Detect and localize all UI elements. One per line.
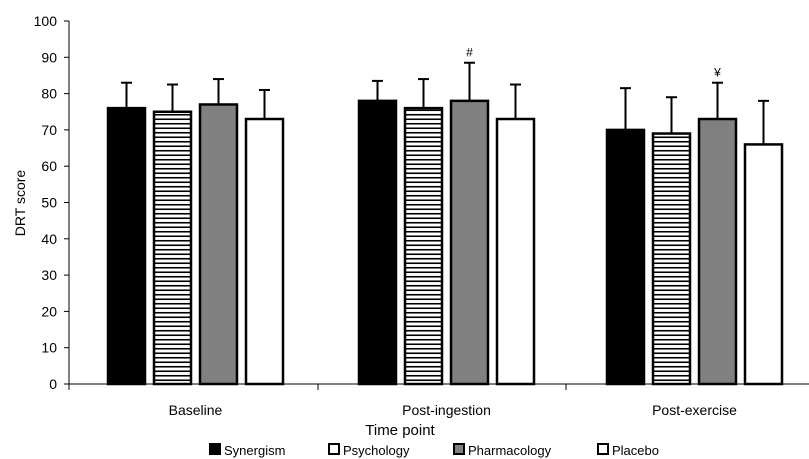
bar-pharmacology-post-exercise bbox=[697, 117, 738, 386]
y-tick-label: 50 bbox=[41, 195, 57, 211]
significance-marker: # bbox=[466, 46, 473, 60]
y-ticks: 0 10 20 30 40 50 60 70 80 90 100 bbox=[34, 13, 567, 392]
bar-psychology-baseline bbox=[152, 110, 193, 386]
significance-marker: ¥ bbox=[713, 66, 721, 80]
y-tick-label: 30 bbox=[41, 267, 57, 283]
bars: #¥ bbox=[106, 46, 784, 386]
y-tick-label: 70 bbox=[41, 122, 57, 138]
category-label: Post-exercise bbox=[652, 402, 737, 418]
y-tick-label: 90 bbox=[41, 49, 57, 65]
legend-label-synergism: Synergism bbox=[224, 443, 285, 458]
y-tick-label: 0 bbox=[49, 376, 57, 392]
y-tick-label: 100 bbox=[34, 13, 58, 29]
category-label: Post-ingestion bbox=[402, 402, 491, 418]
legend-label-placebo: Placebo bbox=[612, 443, 659, 458]
y-tick-label: 20 bbox=[41, 303, 57, 319]
legend-label-psychology: Psychology bbox=[343, 443, 410, 458]
y-tick-label: 60 bbox=[41, 158, 57, 174]
y-tick-label: 10 bbox=[41, 340, 57, 356]
legend-swatch-synergism bbox=[209, 443, 221, 455]
legend-swatch-pharmacology bbox=[453, 443, 465, 455]
bar-synergism-baseline bbox=[106, 106, 147, 386]
bar-synergism-post-ingestion bbox=[357, 99, 398, 386]
y-tick-label: 40 bbox=[41, 231, 57, 247]
y-tick-label: 80 bbox=[41, 86, 57, 102]
bar-placebo-post-exercise bbox=[743, 143, 784, 386]
bar-synergism-post-exercise bbox=[605, 128, 646, 386]
legend-swatch-placebo bbox=[597, 443, 609, 455]
bar-placebo-post-ingestion bbox=[495, 117, 536, 386]
category-label: Baseline bbox=[169, 402, 223, 418]
legend-swatch-psychology bbox=[328, 443, 340, 455]
legend-label-pharmacology: Pharmacology bbox=[468, 443, 552, 458]
legend: Synergism Psychology Pharmacology Placebo bbox=[209, 443, 659, 458]
bar-placebo-baseline bbox=[244, 117, 285, 386]
x-axis-title: Time point bbox=[365, 422, 435, 439]
bar-psychology-post-exercise bbox=[651, 132, 692, 386]
bar-pharmacology-baseline bbox=[198, 103, 239, 386]
y-axis-title: DRT score bbox=[12, 170, 28, 237]
bar-pharmacology-post-ingestion bbox=[449, 99, 490, 386]
category-labels: Baseline Post-ingestion Post-exercise bbox=[169, 402, 737, 418]
bar-psychology-post-ingestion bbox=[403, 106, 444, 386]
